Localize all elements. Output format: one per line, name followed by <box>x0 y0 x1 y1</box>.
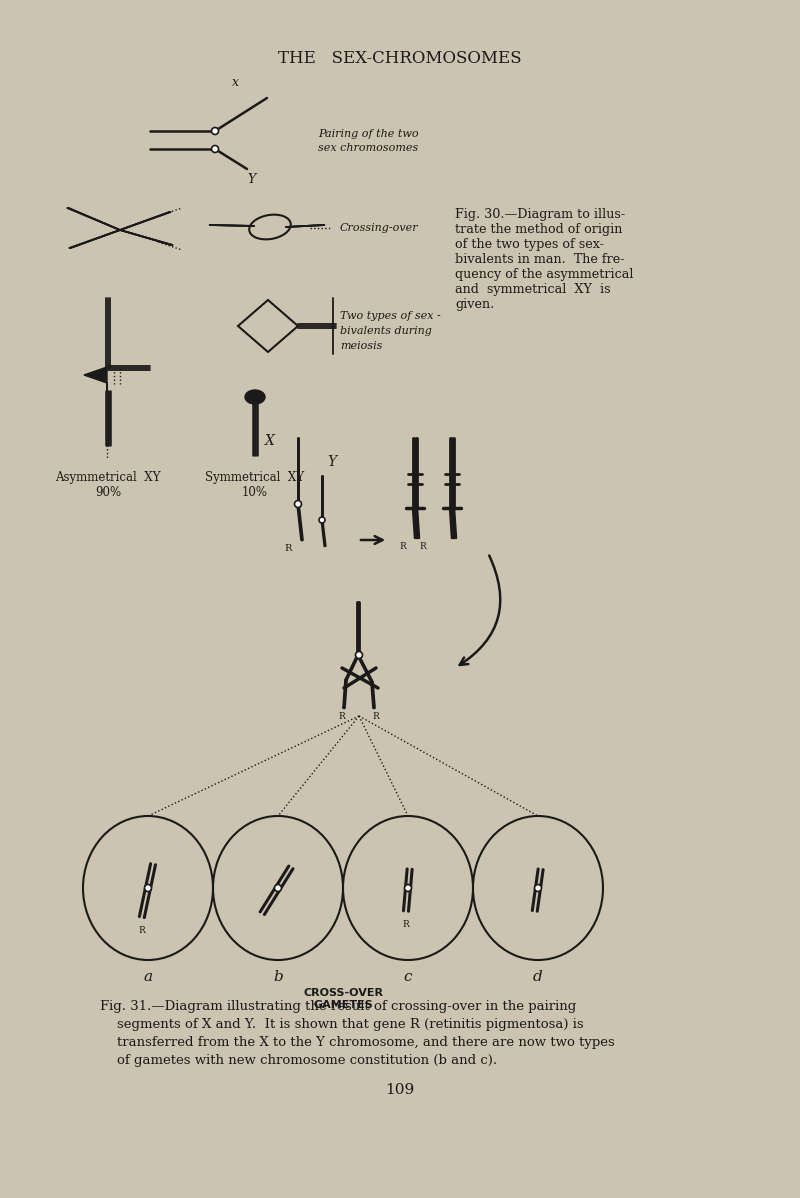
Text: R: R <box>420 541 426 551</box>
Circle shape <box>534 884 542 891</box>
Text: c: c <box>404 970 412 984</box>
Circle shape <box>211 127 218 134</box>
Text: Fig. 30.—Diagram to illus-
trate the method of origin
of the two types of sex-
b: Fig. 30.—Diagram to illus- trate the met… <box>455 208 634 311</box>
Text: CROSS-OVER
GAMETES: CROSS-OVER GAMETES <box>303 988 383 1010</box>
Circle shape <box>145 884 151 891</box>
Circle shape <box>294 501 302 508</box>
Text: d: d <box>533 970 543 984</box>
Text: x: x <box>231 75 238 89</box>
Text: a: a <box>143 970 153 984</box>
Text: Symmetrical  XY
10%: Symmetrical XY 10% <box>206 471 305 500</box>
Text: Two types of sex -
bivalents during
meiosis: Two types of sex - bivalents during meio… <box>340 311 441 351</box>
Text: 109: 109 <box>386 1083 414 1097</box>
Text: X: X <box>265 434 275 448</box>
Ellipse shape <box>245 391 265 404</box>
Text: Pairing of the two
sex chromosomes: Pairing of the two sex chromosomes <box>318 128 418 153</box>
Circle shape <box>405 884 411 891</box>
Text: Crossing-over: Crossing-over <box>340 223 418 232</box>
Text: Asymmetrical  XY
90%: Asymmetrical XY 90% <box>55 471 161 500</box>
FancyArrowPatch shape <box>460 556 500 665</box>
Text: R: R <box>338 712 346 721</box>
Circle shape <box>274 884 282 891</box>
Text: Y: Y <box>247 173 255 186</box>
Text: R: R <box>400 541 406 551</box>
Text: Fig. 31.—Diagram illustrating the result of crossing-over in the pairing
    seg: Fig. 31.—Diagram illustrating the result… <box>100 1000 614 1067</box>
Circle shape <box>211 145 218 152</box>
Text: b: b <box>273 970 283 984</box>
Text: R: R <box>138 926 146 936</box>
Circle shape <box>319 518 325 524</box>
Text: R: R <box>373 712 379 721</box>
Text: THE   SEX-CHROMOSOMES: THE SEX-CHROMOSOMES <box>278 50 522 67</box>
Text: Y: Y <box>327 455 336 468</box>
Polygon shape <box>84 367 107 391</box>
Text: R: R <box>402 920 410 928</box>
Circle shape <box>355 652 362 659</box>
Text: R: R <box>284 544 292 553</box>
